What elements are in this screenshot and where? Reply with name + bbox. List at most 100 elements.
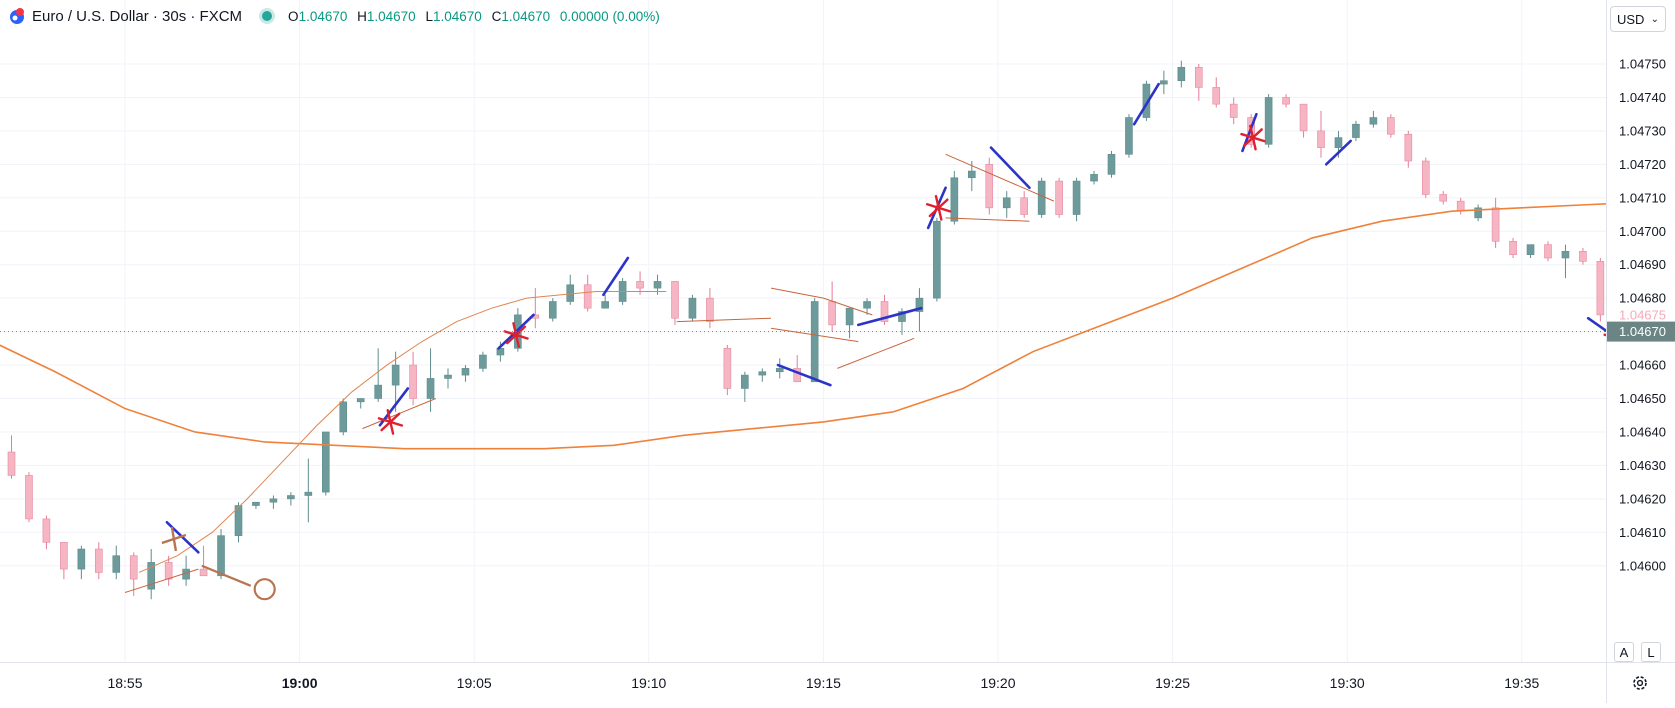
candle-body [863,301,871,309]
candle-body [1334,137,1343,148]
drawn-trendline [676,317,772,323]
candle-body [287,495,295,500]
candle-body [42,518,51,543]
price-tick-label: 1.04740 [1619,90,1666,105]
candle [793,355,802,383]
chevron-down-icon: ⌄ [1650,13,1659,25]
price-tick-label: 1.04650 [1619,391,1666,406]
candle [723,344,732,396]
price-tick-label: 1.04630 [1619,458,1666,473]
candle-body [915,297,924,312]
candle-body [1387,117,1395,135]
candle [444,368,452,389]
candle [234,502,243,543]
candle [1526,244,1535,259]
candle-body [1212,87,1221,105]
candle [356,398,365,409]
candle [985,157,994,215]
candle-body [164,562,173,580]
candle-body [1037,180,1046,215]
candle-body [60,542,68,570]
candle [1439,191,1448,205]
last-price-badge [1607,321,1675,342]
chart-legend: Euro / U.S. Dollar · 30s · FXCM O 1.04670… [8,7,660,25]
candle-body [1282,97,1290,105]
candle [880,294,889,325]
candle-body [601,301,609,309]
blue-marker-stroke [1132,82,1160,126]
candle-body [391,364,400,386]
candle [1387,114,1395,138]
eurusd-icon[interactable] [8,7,26,25]
time-scale[interactable]: 18:4518:5018:5519:0019:0519:1019:1519:20… [0,662,1606,703]
symbol-title[interactable]: Euro / U.S. Dollar · 30s · FXCM [32,7,243,25]
axis-corner [1606,662,1675,703]
red-cross-marker [1240,124,1266,151]
currency-label: USD [1617,11,1645,27]
candle [1282,94,1290,108]
candle [374,348,382,402]
time-tick-label: 19:05 [457,675,492,691]
log-scale-button[interactable]: L [1641,642,1661,662]
candle [25,472,33,523]
candle-body [1317,130,1325,148]
candle-body [1194,67,1203,88]
brown-connector-line [201,564,252,587]
candle-body [129,555,138,580]
candle-body [269,498,278,503]
auto-scale-button[interactable]: A [1614,642,1634,662]
candle-body [636,281,644,289]
high-label: H [357,8,367,24]
candle-body [234,505,243,536]
time-tick-label: 19:30 [1330,675,1365,691]
brown-cross-marker [161,526,187,552]
high-value: 1.04670 [366,8,416,24]
gear-icon[interactable] [1629,672,1651,694]
price-tick-label: 1.04690 [1619,257,1666,272]
candle [321,431,330,496]
candle-body [1544,244,1552,259]
drawn-trendline [945,153,1055,202]
candle [77,545,86,580]
blue-marker-stroke [602,256,630,297]
candle-body [461,368,470,376]
candle [129,552,138,596]
candle-body [25,475,33,520]
candle [1491,197,1500,248]
price-chart[interactable] [0,0,1675,662]
drawn-trendline [770,327,859,343]
candle [1456,197,1465,215]
candle-body [1352,123,1360,138]
moving-average-line [0,199,1675,450]
red-cross-marker [503,322,529,348]
candle [479,351,487,372]
candle [1037,177,1046,218]
open-label: O [288,8,299,24]
candle [706,288,714,329]
price-axis[interactable]: 1.04750 1.04740 1.04730 1.04720 1.04710 1.047… [1607,0,1675,662]
candle [217,528,225,580]
candle-body [566,284,575,302]
trend-line-thin [138,290,667,573]
candle-body [723,348,732,389]
blue-marker-stroke [1324,139,1352,166]
price-tick-label: 1.04710 [1619,190,1666,205]
candle-body [1299,103,1308,132]
candle [863,298,871,315]
candle [1352,120,1360,141]
candle-body [1002,197,1011,209]
currency-select[interactable]: USD ⌄ [1610,6,1666,32]
candle-body [933,220,941,299]
candle-body [1596,261,1605,316]
candle [1090,171,1098,185]
candle-body [479,354,487,369]
candle [1264,94,1273,148]
time-axis[interactable]: 18:4518:5018:5519:0019:0519:1019:1519:20… [0,663,1606,703]
candle-body [1509,240,1517,255]
price-scale[interactable]: 1.04750 1.04740 1.04730 1.04720 1.04710 1.047… [1606,0,1675,662]
candle-body [426,378,435,399]
price-tick-label: 1.04600 [1619,558,1666,573]
drawn-trendline [770,287,824,299]
candle [950,171,959,225]
chart-area[interactable] [0,0,1675,662]
